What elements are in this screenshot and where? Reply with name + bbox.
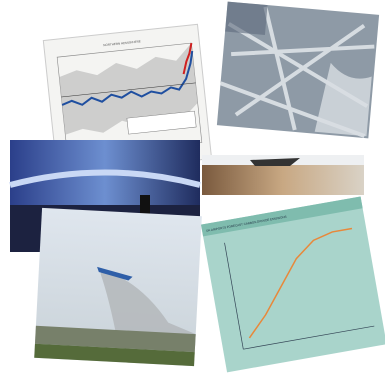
emissions-chart-photo: UK AIRPORTS FORECAST CARBON DIOXIDE EMIS…: [201, 196, 385, 373]
temperature-chart-photo: NORTHERN HEMISPHERE: [42, 23, 213, 176]
satellite-photo: [216, 1, 380, 139]
airplane-photo: [34, 207, 202, 367]
chart-title: NORTHERN HEMISPHERE: [103, 39, 141, 47]
aircraft-strip-photo: [202, 155, 364, 195]
